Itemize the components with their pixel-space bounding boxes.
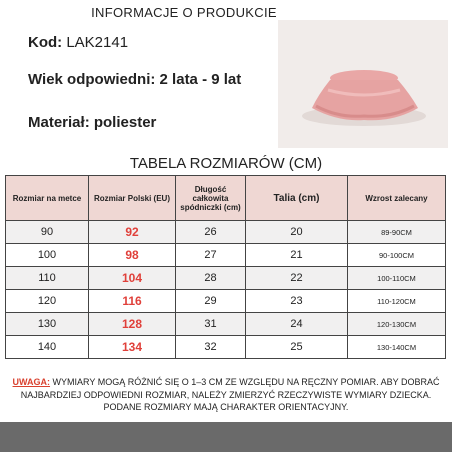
column-header: Rozmiar Polski (EU) [88, 175, 176, 221]
table-cell: 128 [88, 312, 176, 336]
column-header: Talia (cm) [245, 175, 348, 221]
table-cell: 26 [175, 220, 246, 244]
table-cell: 92 [88, 220, 176, 244]
column-header: Wzrost zalecany [347, 175, 446, 221]
table-cell: 130-140CM [347, 335, 446, 359]
table-row: 110 104 28 22 100-110CM [5, 266, 446, 290]
table-title: TABELA ROZMIARÓW (CM) [129, 155, 323, 172]
field-value: poliester [93, 114, 157, 131]
field: Kod: LAK2141 [28, 34, 128, 51]
table-cell: 89-90CM [347, 220, 446, 244]
table-cell: 25 [245, 335, 348, 359]
table-cell: 130 [5, 312, 89, 336]
product-photo [278, 20, 448, 148]
column-header: Długość całkowita spódniczki (cm) [175, 175, 246, 221]
table-row: 120 116 29 23 110-120CM [5, 289, 446, 313]
table-cell: 27 [175, 243, 246, 267]
note-label: UWAGA: [12, 377, 51, 387]
table-cell: 90-100CM [347, 243, 446, 267]
size-table: Rozmiar na metce Rozmiar Polski (EU) Długo… [5, 175, 446, 359]
table-cell: 100-110CM [347, 266, 446, 290]
column-header: Rozmiar na metce [5, 175, 89, 221]
field-label: Kod: [28, 34, 63, 51]
table-cell: 134 [88, 335, 176, 359]
table-cell: 22 [245, 266, 348, 290]
field-value: 2 lata - 9 lat [159, 71, 242, 88]
table-cell: 100 [5, 243, 89, 267]
table-row: 90 92 26 20 89-90CM [5, 220, 446, 244]
table-cell: 120-130CM [347, 312, 446, 336]
table-cell: 116 [88, 289, 176, 313]
table-cell: 110 [5, 266, 89, 290]
table-cell: 20 [245, 220, 348, 244]
table-row: 100 98 27 21 90-100CM [5, 243, 446, 267]
field-label: Wiek odpowiedni: [28, 71, 156, 88]
table-cell: 120 [5, 289, 89, 313]
table-row: 140 134 32 25 130-140CM [5, 335, 446, 359]
note-text: WYMIARY MOGĄ RÓŻNIĆ SIĘ O 1–3 CM ZE WZGL… [20, 377, 440, 412]
table-cell: 140 [5, 335, 89, 359]
footer-band [0, 422, 452, 452]
table-cell: 98 [88, 243, 176, 267]
header-row: Rozmiar na metce Rozmiar Polski (EU) Długo… [5, 175, 446, 221]
field-label: Materiał: [28, 114, 90, 131]
table-cell: 24 [245, 312, 348, 336]
table-cell: 104 [88, 266, 176, 290]
table-cell: 110-120CM [347, 289, 446, 313]
table-cell: 90 [5, 220, 89, 244]
field: Materiał: poliester [28, 114, 156, 131]
table-row: 130 128 31 24 120-130CM [5, 312, 446, 336]
table-cell: 32 [175, 335, 246, 359]
header-title: INFORMACJE O PRODUKCIE [91, 5, 277, 20]
table-cell: 21 [245, 243, 348, 267]
note: UWAGA: WYMIARY MOGĄ RÓŻNIĆ SIĘ O 1–3 CM … [8, 376, 444, 414]
field: Wiek odpowiedni: 2 lata - 9 lat [28, 71, 241, 88]
field-value: LAK2141 [66, 34, 129, 51]
table-cell: 28 [175, 266, 246, 290]
table-body: 90 92 26 20 89-90CM 100 98 27 21 90-100CM 110 104 28… [5, 220, 446, 359]
table-cell: 31 [175, 312, 246, 336]
table-cell: 23 [245, 289, 348, 313]
table-cell: 29 [175, 289, 246, 313]
